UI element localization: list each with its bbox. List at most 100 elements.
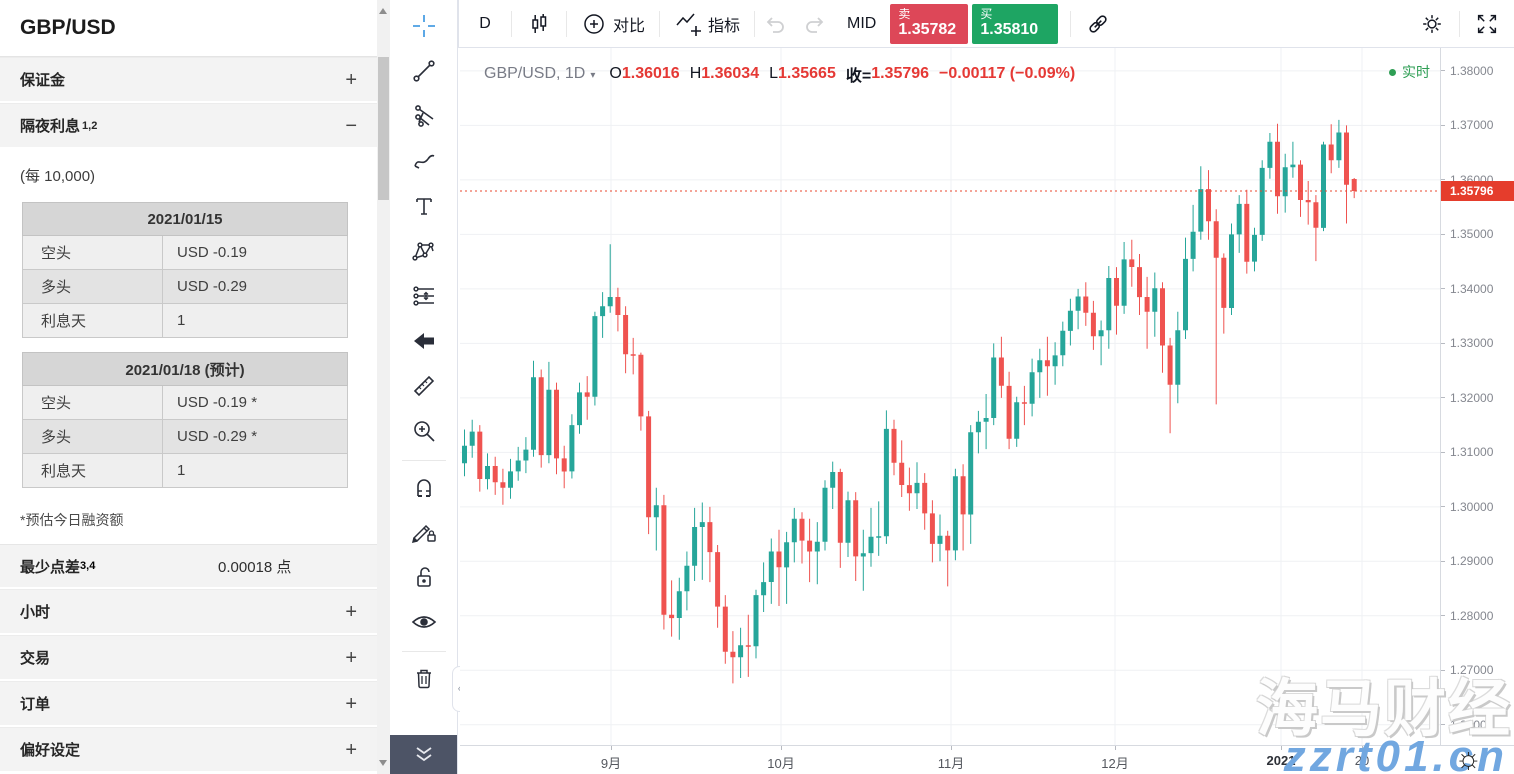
link-icon <box>1085 11 1111 37</box>
buy-button[interactable]: 买 1.35810 <box>972 4 1058 44</box>
row-value: USD -0.29 * <box>163 420 348 454</box>
sidebar-accordion-小时[interactable]: 小时 + <box>0 589 377 635</box>
sidebar-accordion-订单[interactable]: 订单+ <box>0 681 377 727</box>
compare-plus-icon <box>581 11 607 37</box>
accordion-label: 小时 <box>20 601 50 622</box>
price-tick-value: 1.35000 <box>1450 227 1493 241</box>
scroll-up-icon[interactable] <box>379 8 387 14</box>
overnight-footnote-sup: 1,2 <box>82 120 97 132</box>
zoom-in-tool-button[interactable] <box>405 412 443 450</box>
toolbar-separator <box>402 460 446 461</box>
sidebar-accordion-交易[interactable]: 交易+ <box>0 635 377 681</box>
table-date-header: 2021/01/18 (预计) <box>23 353 348 386</box>
price-axis-label: 1.28000 <box>1441 609 1514 623</box>
chart-plot-area[interactable]: GBP/USD, 1D ▾ O 1.36016 H 1.36034 L 1.35… <box>460 48 1440 745</box>
undo-icon <box>763 12 787 36</box>
brush-tool-button[interactable] <box>405 142 443 180</box>
legend-high-value: 1.36034 <box>701 65 759 83</box>
time-axis-label: 12月 <box>1085 753 1145 772</box>
projection-tool-button[interactable] <box>405 277 443 315</box>
double-chevron-down-icon <box>412 745 436 765</box>
forecast-icon <box>410 282 438 310</box>
overnight-interest-table: 2021/01/15空头USD -0.19多头USD -0.29利息天1 <box>22 202 348 338</box>
hide-all-drawings-button[interactable] <box>405 603 443 641</box>
collapse-minus-icon[interactable]: − <box>345 116 357 136</box>
time-tick-mark <box>1281 746 1282 750</box>
text-tool-button[interactable] <box>405 187 443 225</box>
axis-tick-mark <box>1441 288 1445 289</box>
fullscreen-button[interactable] <box>1460 0 1514 48</box>
magnet-mode-button[interactable] <box>405 468 443 506</box>
price-axis-label: 1.26000 <box>1441 718 1514 732</box>
margin-label: 保证金 <box>20 69 65 90</box>
pitchfork-icon <box>410 102 438 130</box>
compare-button[interactable]: 对比 <box>567 0 659 48</box>
axis-tick-mark <box>1441 561 1445 562</box>
axis-tick-mark <box>1441 70 1445 71</box>
sell-price: 1.35782 <box>898 21 960 39</box>
time-axis[interactable]: 9月10月11月12月202120 <box>460 745 1440 774</box>
measure-tool-button[interactable] <box>405 367 443 405</box>
brush-icon <box>410 147 438 175</box>
legend-low-label: L <box>769 65 778 83</box>
scrollbar-thumb[interactable] <box>378 57 389 200</box>
redo-button[interactable] <box>795 0 835 48</box>
arrow-left-icon <box>410 327 438 355</box>
price-axis-label: 1.27000 <box>1441 663 1514 677</box>
sidebar-accordion-偏好设定[interactable]: 偏好设定+ <box>0 727 377 773</box>
mid-price-mode-button[interactable]: MID <box>835 0 888 48</box>
scroll-down-icon[interactable] <box>379 760 387 766</box>
toolbar-collapse-footer[interactable] <box>390 735 457 774</box>
table-row: 多头USD -0.29 * <box>23 420 348 454</box>
expand-plus-icon[interactable]: + <box>345 694 357 714</box>
trend-line-tool-button[interactable] <box>405 52 443 90</box>
chevron-down-icon[interactable]: ▾ <box>590 70 595 81</box>
sell-button[interactable]: 卖 1.35782 <box>890 4 968 44</box>
price-axis-label: 1.30000 <box>1441 500 1514 514</box>
undo-button[interactable] <box>755 0 795 48</box>
gann-fib-tool-button[interactable] <box>405 97 443 135</box>
buy-label: 买 <box>980 8 1050 21</box>
table-date-header: 2021/01/15 <box>23 203 348 236</box>
row-label: 利息天 <box>23 304 163 338</box>
crosshair-tool-button[interactable] <box>405 7 443 45</box>
ruler-icon <box>410 372 438 400</box>
chart-legend: GBP/USD, 1D ▾ O 1.36016 H 1.36034 L 1.35… <box>484 62 1075 86</box>
axis-tick-mark <box>1441 397 1445 398</box>
section-margin[interactable]: 保证金 + <box>0 57 377 103</box>
lock-all-drawings-button[interactable] <box>405 558 443 596</box>
down-candles <box>477 124 1356 684</box>
remove-all-drawings-button[interactable] <box>405 659 443 697</box>
row-value: 1 <box>163 454 348 488</box>
candlestick-chart[interactable] <box>460 48 1440 745</box>
trading-app: GBP/USD 保证金 + 隔夜利息 1,2 − (每 10,000) 2021… <box>0 0 1514 774</box>
legend-symbol[interactable]: GBP/USD, 1D <box>484 65 585 83</box>
axis-tick-mark <box>1441 343 1445 344</box>
expand-plus-icon[interactable]: + <box>345 602 357 622</box>
sidebar-scrollbar[interactable] <box>377 0 390 774</box>
chart-style-button[interactable] <box>512 0 566 48</box>
expand-plus-icon[interactable]: + <box>345 70 357 90</box>
timeframe-button[interactable]: D <box>459 0 511 48</box>
time-axis-label: 20 <box>1332 753 1392 768</box>
link-chart-button[interactable] <box>1071 0 1125 48</box>
realtime-label: 实时 <box>1402 62 1430 82</box>
overnight-interest-table: 2021/01/18 (预计)空头USD -0.19 *多头USD -0.29 … <box>22 352 348 488</box>
indicators-button[interactable]: 指标 <box>660 0 754 48</box>
expand-plus-icon[interactable]: + <box>345 740 357 760</box>
pattern-tool-button[interactable] <box>405 232 443 270</box>
min-spread-label: 最少点差 <box>20 556 80 577</box>
time-axis-label: 9月 <box>581 753 641 772</box>
table-row: 利息天1 <box>23 304 348 338</box>
expand-plus-icon[interactable]: + <box>345 648 357 668</box>
row-value: USD -0.29 <box>163 270 348 304</box>
stay-in-drawing-mode-button[interactable] <box>405 513 443 551</box>
chart-settings-button[interactable] <box>1405 0 1459 48</box>
section-overnight-interest[interactable]: 隔夜利息 1,2 − <box>0 103 377 149</box>
arrow-tool-button[interactable] <box>405 322 443 360</box>
time-tick-mark <box>951 746 952 750</box>
realtime-badge: 实时 <box>1389 62 1430 82</box>
toolbar-separator <box>402 651 446 652</box>
price-axis[interactable]: 1.380001.370001.360001.350001.340001.330… <box>1440 48 1514 745</box>
overnight-label: 隔夜利息 <box>20 115 80 136</box>
